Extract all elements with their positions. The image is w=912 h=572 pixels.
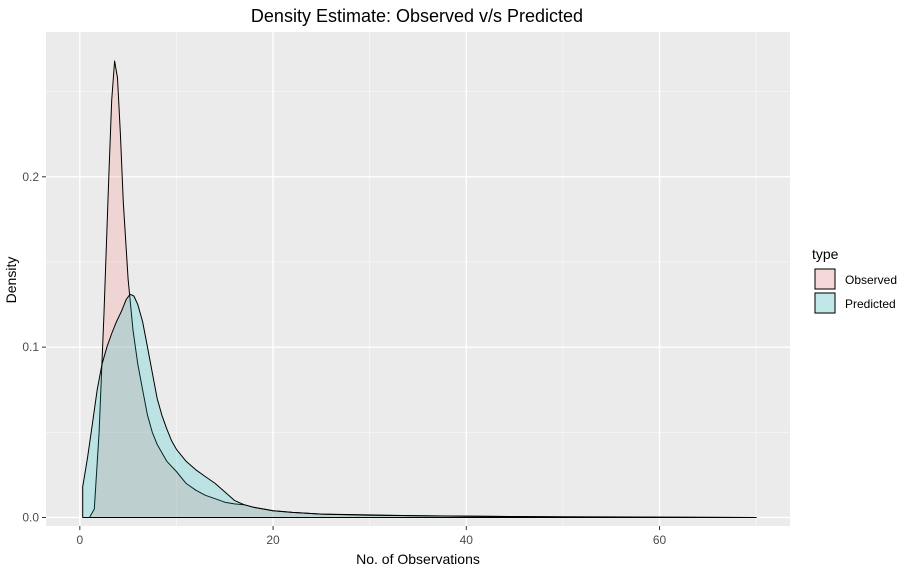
legend-key-bg: [814, 268, 836, 290]
legend-swatch-predicted: [814, 292, 836, 314]
legend-key-bg: [814, 292, 836, 314]
density-series: [82, 60, 757, 518]
y-tick-label: 0.2: [22, 170, 39, 184]
x-tick-label: 0: [76, 533, 83, 547]
plot-panel: [46, 32, 790, 526]
legend-label-predicted: Predicted: [845, 297, 896, 311]
legend: type Observed Predicted: [812, 246, 897, 314]
x-axis: 0 20 40 60: [76, 526, 667, 547]
legend-title: type: [812, 246, 839, 262]
x-tick-label: 60: [653, 533, 667, 547]
minor-gridlines: [46, 32, 790, 526]
y-axis-title: Density: [3, 257, 19, 304]
x-axis-title: No. of Observations: [356, 551, 480, 567]
chart-title: Density Estimate: Observed v/s Predicted: [251, 6, 583, 26]
y-tick-label: 0.0: [22, 510, 39, 524]
y-axis: 0.0 0.1 0.2: [22, 170, 46, 524]
legend-label-observed: Observed: [845, 273, 897, 287]
y-tick-label: 0.1: [22, 340, 39, 354]
x-tick-label: 40: [460, 533, 474, 547]
x-tick-label: 20: [266, 533, 280, 547]
density-area-predicted: [82, 293, 757, 518]
legend-swatch-observed: [814, 268, 836, 290]
